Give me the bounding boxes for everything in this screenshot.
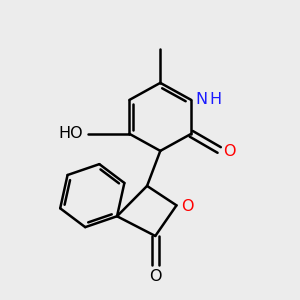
Text: HO: HO	[58, 126, 83, 141]
Text: O: O	[181, 199, 194, 214]
Text: N: N	[195, 92, 207, 107]
Text: O: O	[149, 269, 162, 284]
Text: H: H	[209, 92, 221, 107]
Text: O: O	[223, 144, 236, 159]
